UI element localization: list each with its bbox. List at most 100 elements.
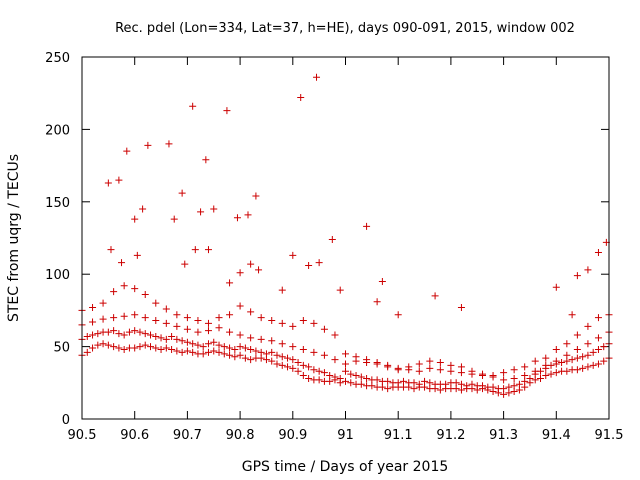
data-point bbox=[426, 364, 434, 372]
data-point bbox=[141, 314, 149, 322]
data-point bbox=[289, 343, 297, 351]
data-point bbox=[257, 314, 265, 322]
data-point bbox=[320, 351, 328, 359]
data-point bbox=[210, 205, 218, 213]
data-point bbox=[157, 334, 165, 342]
data-point bbox=[394, 311, 402, 319]
data-point bbox=[457, 363, 465, 371]
data-point bbox=[162, 335, 170, 343]
data-point bbox=[202, 156, 210, 164]
data-point bbox=[220, 350, 228, 358]
data-point bbox=[144, 141, 152, 149]
data-point bbox=[310, 348, 318, 356]
data-point bbox=[347, 379, 355, 387]
data-point bbox=[468, 380, 476, 388]
data-point bbox=[294, 367, 302, 375]
data-point bbox=[181, 260, 189, 268]
data-point bbox=[204, 246, 212, 254]
data-point bbox=[357, 373, 365, 381]
data-point bbox=[89, 318, 97, 326]
axis-ticks: 90.5 90.6 90.7 90.8 90.9 91 91.1 91.2 91.3 91.4 91… bbox=[45, 51, 623, 443]
data-point bbox=[426, 379, 434, 387]
data-point bbox=[573, 272, 581, 280]
data-point bbox=[115, 176, 123, 184]
series-mid-arc bbox=[78, 327, 613, 393]
data-point bbox=[99, 299, 107, 307]
data-point bbox=[152, 332, 160, 340]
y-tick-label: 150 bbox=[45, 196, 70, 211]
data-point bbox=[489, 383, 497, 391]
data-point bbox=[204, 348, 212, 356]
y-tick-label: 100 bbox=[45, 268, 70, 283]
data-point bbox=[183, 314, 191, 322]
data-point bbox=[336, 286, 344, 294]
data-point bbox=[118, 259, 126, 267]
data-point bbox=[210, 338, 218, 346]
data-point bbox=[328, 235, 336, 243]
data-point bbox=[194, 317, 202, 325]
data-point bbox=[278, 319, 286, 327]
data-point bbox=[468, 367, 476, 375]
data-point bbox=[273, 360, 281, 368]
x-tick-label: 91.4 bbox=[542, 428, 571, 443]
data-point bbox=[115, 330, 123, 338]
data-point bbox=[94, 341, 102, 349]
data-point bbox=[194, 328, 202, 336]
data-point bbox=[168, 345, 176, 353]
data-point bbox=[284, 354, 292, 362]
data-point bbox=[231, 345, 239, 353]
data-points bbox=[78, 73, 613, 398]
data-point bbox=[531, 357, 539, 365]
data-point bbox=[584, 266, 592, 274]
data-point bbox=[589, 361, 597, 369]
series-upper-arc-2 bbox=[78, 282, 613, 380]
data-point bbox=[378, 277, 386, 285]
data-point bbox=[189, 348, 197, 356]
data-point bbox=[226, 279, 234, 287]
data-point bbox=[262, 350, 270, 358]
data-point bbox=[194, 341, 202, 349]
data-point bbox=[241, 354, 249, 362]
data-point bbox=[552, 345, 560, 353]
data-point bbox=[241, 344, 249, 352]
data-point bbox=[299, 345, 307, 353]
data-point bbox=[326, 372, 334, 380]
data-point bbox=[268, 357, 276, 365]
data-point bbox=[191, 246, 199, 254]
data-point bbox=[178, 189, 186, 197]
data-point bbox=[584, 322, 592, 330]
data-point bbox=[110, 314, 118, 322]
data-point bbox=[352, 357, 360, 365]
data-point bbox=[579, 364, 587, 372]
data-point bbox=[147, 331, 155, 339]
data-point bbox=[394, 366, 402, 374]
data-point bbox=[162, 305, 170, 313]
data-point bbox=[273, 351, 281, 359]
data-point bbox=[436, 366, 444, 374]
data-point bbox=[168, 332, 176, 340]
data-point bbox=[255, 266, 263, 274]
data-point bbox=[515, 380, 523, 388]
data-point bbox=[223, 107, 231, 115]
data-point bbox=[305, 363, 313, 371]
data-point bbox=[594, 360, 602, 368]
data-point bbox=[589, 348, 597, 356]
data-point bbox=[373, 360, 381, 368]
data-point bbox=[410, 379, 418, 387]
data-point bbox=[584, 363, 592, 371]
data-point bbox=[236, 269, 244, 277]
data-point bbox=[268, 317, 276, 325]
data-point bbox=[442, 380, 450, 388]
data-point bbox=[173, 335, 181, 343]
data-point bbox=[336, 374, 344, 382]
y-tick-label: 200 bbox=[45, 123, 70, 138]
data-point bbox=[500, 385, 508, 393]
data-point bbox=[305, 374, 313, 382]
data-point bbox=[215, 324, 223, 332]
data-point bbox=[189, 340, 197, 348]
data-point bbox=[331, 331, 339, 339]
data-point bbox=[236, 302, 244, 310]
data-point bbox=[244, 211, 252, 219]
data-point bbox=[573, 345, 581, 353]
data-point bbox=[141, 341, 149, 349]
